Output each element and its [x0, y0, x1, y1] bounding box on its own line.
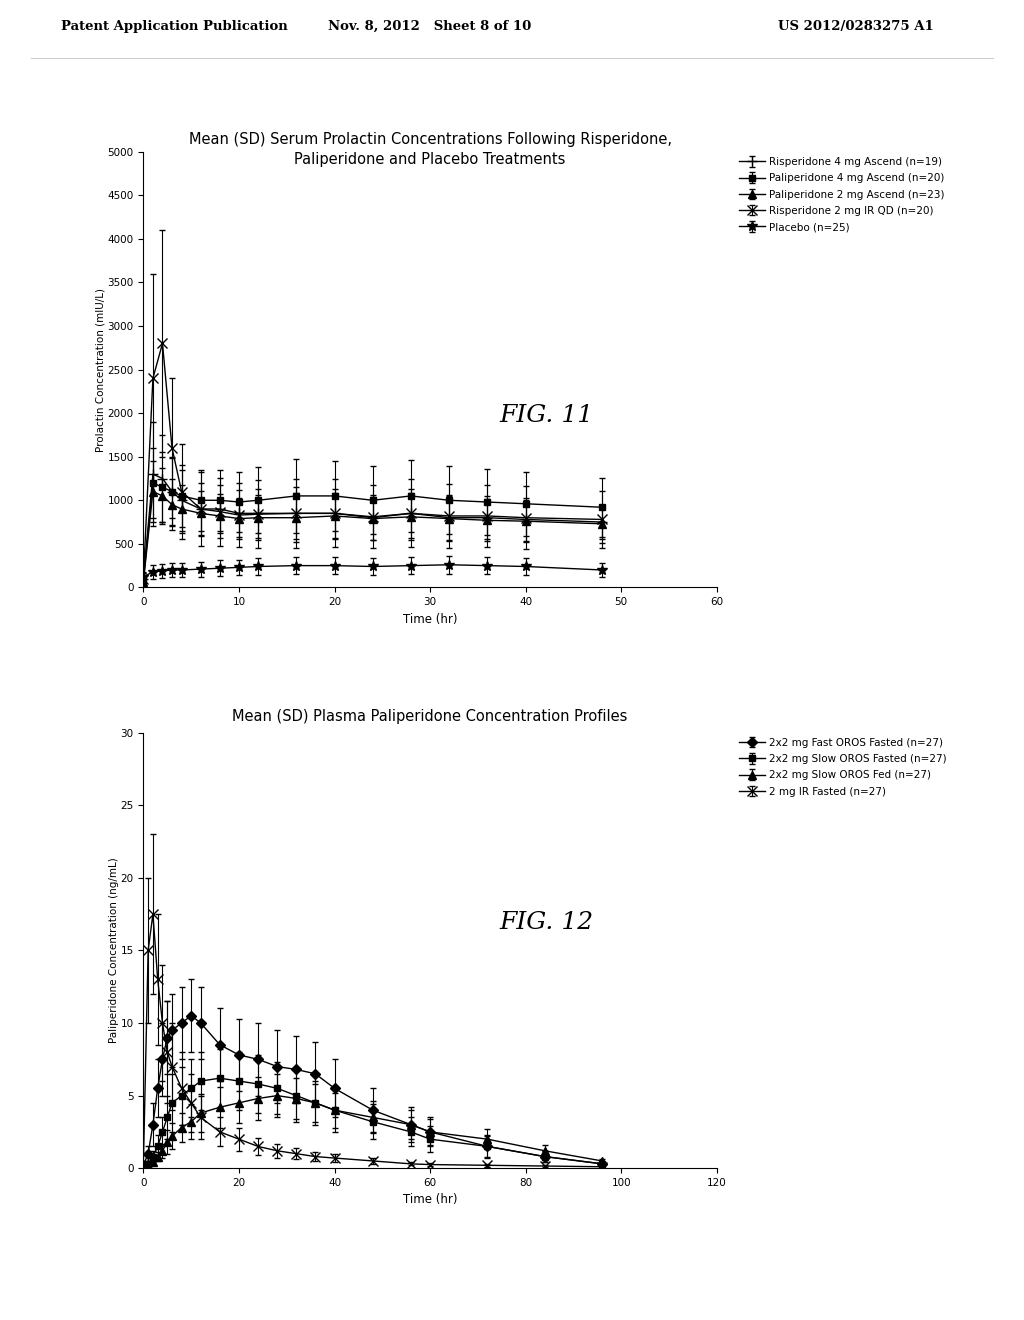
- X-axis label: Time (hr): Time (hr): [402, 1193, 458, 1206]
- Text: FIG. 11: FIG. 11: [499, 404, 593, 426]
- Y-axis label: Paliperidone Concentration (ng/mL): Paliperidone Concentration (ng/mL): [109, 858, 119, 1043]
- Text: Mean (SD) Serum Prolactin Concentrations Following Risperidone,
Paliperidone and: Mean (SD) Serum Prolactin Concentrations…: [188, 132, 672, 166]
- Text: Nov. 8, 2012   Sheet 8 of 10: Nov. 8, 2012 Sheet 8 of 10: [329, 20, 531, 33]
- Text: Patent Application Publication: Patent Application Publication: [61, 20, 288, 33]
- Legend: Risperidone 4 mg Ascend (n=19), Paliperidone 4 mg Ascend (n=20), Paliperidone 2 : Risperidone 4 mg Ascend (n=19), Paliperi…: [739, 157, 945, 232]
- Text: Mean (SD) Plasma Paliperidone Concentration Profiles: Mean (SD) Plasma Paliperidone Concentrat…: [232, 709, 628, 723]
- Text: FIG. 12: FIG. 12: [499, 911, 593, 933]
- X-axis label: Time (hr): Time (hr): [402, 612, 458, 626]
- Y-axis label: Prolactin Concentration (mIU/L): Prolactin Concentration (mIU/L): [96, 288, 106, 451]
- Legend: 2x2 mg Fast OROS Fasted (n=27), 2x2 mg Slow OROS Fasted (n=27), 2x2 mg Slow OROS: 2x2 mg Fast OROS Fasted (n=27), 2x2 mg S…: [739, 738, 947, 796]
- Text: US 2012/0283275 A1: US 2012/0283275 A1: [778, 20, 934, 33]
